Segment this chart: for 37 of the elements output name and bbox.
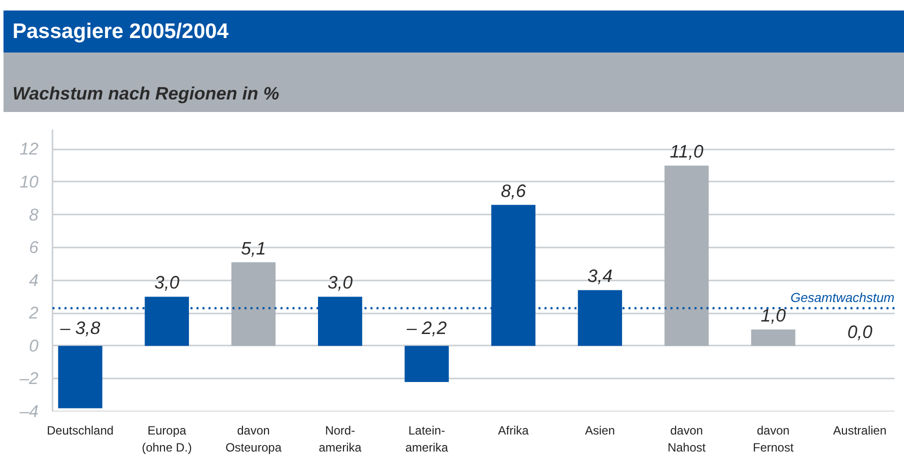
bar	[231, 262, 276, 346]
bar	[58, 346, 102, 408]
data-label: 8,6	[500, 180, 527, 201]
ref-line-label: Gesamtwachstum	[790, 290, 895, 306]
data-label: 11,0	[670, 142, 704, 162]
chart-title: Passagiere 2005/2004	[12, 20, 229, 43]
x-tick-label: davon Osteuropa	[225, 424, 282, 454]
x-tick-label: davon Nahost	[668, 424, 706, 454]
x-tick-label: Australien	[833, 424, 887, 438]
y-tick-label: 6	[29, 238, 40, 258]
data-label: – 3,8	[59, 318, 100, 338]
data-label: 5,1	[240, 238, 266, 258]
x-tick-label: davon Fernost	[752, 424, 794, 454]
y-tick-label: 2	[28, 304, 40, 323]
y-tick-label: 8	[29, 205, 40, 224]
chart-subtitle: Wachstum nach Regionen in %	[12, 84, 280, 104]
y-tick-label: 0	[29, 336, 40, 356]
data-label: 0,0	[847, 322, 872, 342]
data-label: 3,0	[154, 272, 180, 293]
x-tick-label: Nord- amerika	[318, 424, 362, 454]
x-tick-label: Afrika	[498, 424, 530, 438]
y-tick-label: –4	[18, 402, 39, 421]
y-tick-label: 10	[20, 172, 40, 192]
x-tick-label: Latein- amerika	[405, 424, 448, 454]
x-tick-label: Europa (ohne D.)	[142, 424, 192, 454]
bar	[751, 330, 796, 346]
data-label: 3,0	[328, 272, 353, 293]
x-tick-label: Asien	[584, 424, 615, 438]
y-tick-label: 4	[29, 270, 39, 290]
bar	[404, 346, 449, 382]
data-label: 3,4	[587, 266, 612, 286]
x-tick-label: Deutschland	[46, 424, 114, 438]
data-label: – 2,2	[406, 318, 447, 338]
data-label: 1,0	[760, 306, 786, 326]
bar	[664, 166, 709, 346]
y-tick-label: –2	[18, 369, 40, 388]
y-tick-label: 12	[20, 140, 40, 159]
